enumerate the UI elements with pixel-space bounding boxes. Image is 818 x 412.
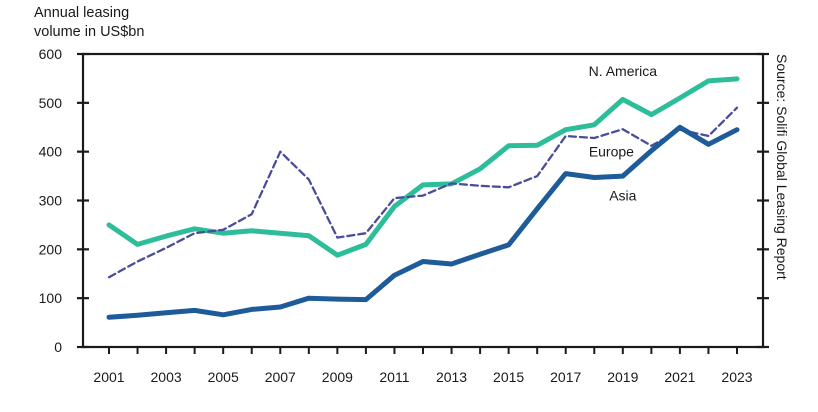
series-label-n-america: N. America [589, 63, 658, 79]
x-tick-label-2021: 2021 [664, 369, 695, 385]
x-tick-label-2007: 2007 [265, 369, 296, 385]
x-tick-label-2019: 2019 [607, 369, 638, 385]
y-tick-label-100: 100 [39, 290, 63, 306]
x-tick-label-2011: 2011 [379, 369, 409, 385]
plot-frame [81, 52, 765, 349]
x-tick-label-2013: 2013 [436, 369, 467, 385]
series-label-europe: Europe [589, 144, 634, 160]
x-tick-label-2009: 2009 [322, 369, 353, 385]
y-axis-label: Annual leasing volume in US$bn [34, 5, 145, 40]
series-line-asia [106, 124, 740, 320]
y-tick-label-300: 300 [39, 193, 63, 209]
series-line-n-america [106, 76, 740, 258]
series-label-asia: Asia [609, 188, 636, 204]
y-tick-label-200: 200 [39, 241, 63, 257]
x-tick-label-2001: 2001 [93, 369, 124, 385]
x-tick-label-2017: 2017 [550, 369, 581, 385]
x-tick-label-2023: 2023 [721, 369, 752, 385]
y-tick-label-400: 400 [39, 144, 63, 160]
x-tick-label-2005: 2005 [208, 369, 239, 385]
x-tick-label-2015: 2015 [493, 369, 524, 385]
y-tick-label-0: 0 [54, 339, 62, 355]
source-note-box: Source: Solifi Global Leasing Report [770, 54, 796, 308]
series-line-europe [107, 106, 739, 279]
y-tick-label-600: 600 [39, 46, 63, 62]
source-note: Source: Solifi Global Leasing Report [774, 54, 790, 280]
y-tick-label-500: 500 [39, 95, 63, 111]
x-tick-label-2003: 2003 [151, 369, 182, 385]
